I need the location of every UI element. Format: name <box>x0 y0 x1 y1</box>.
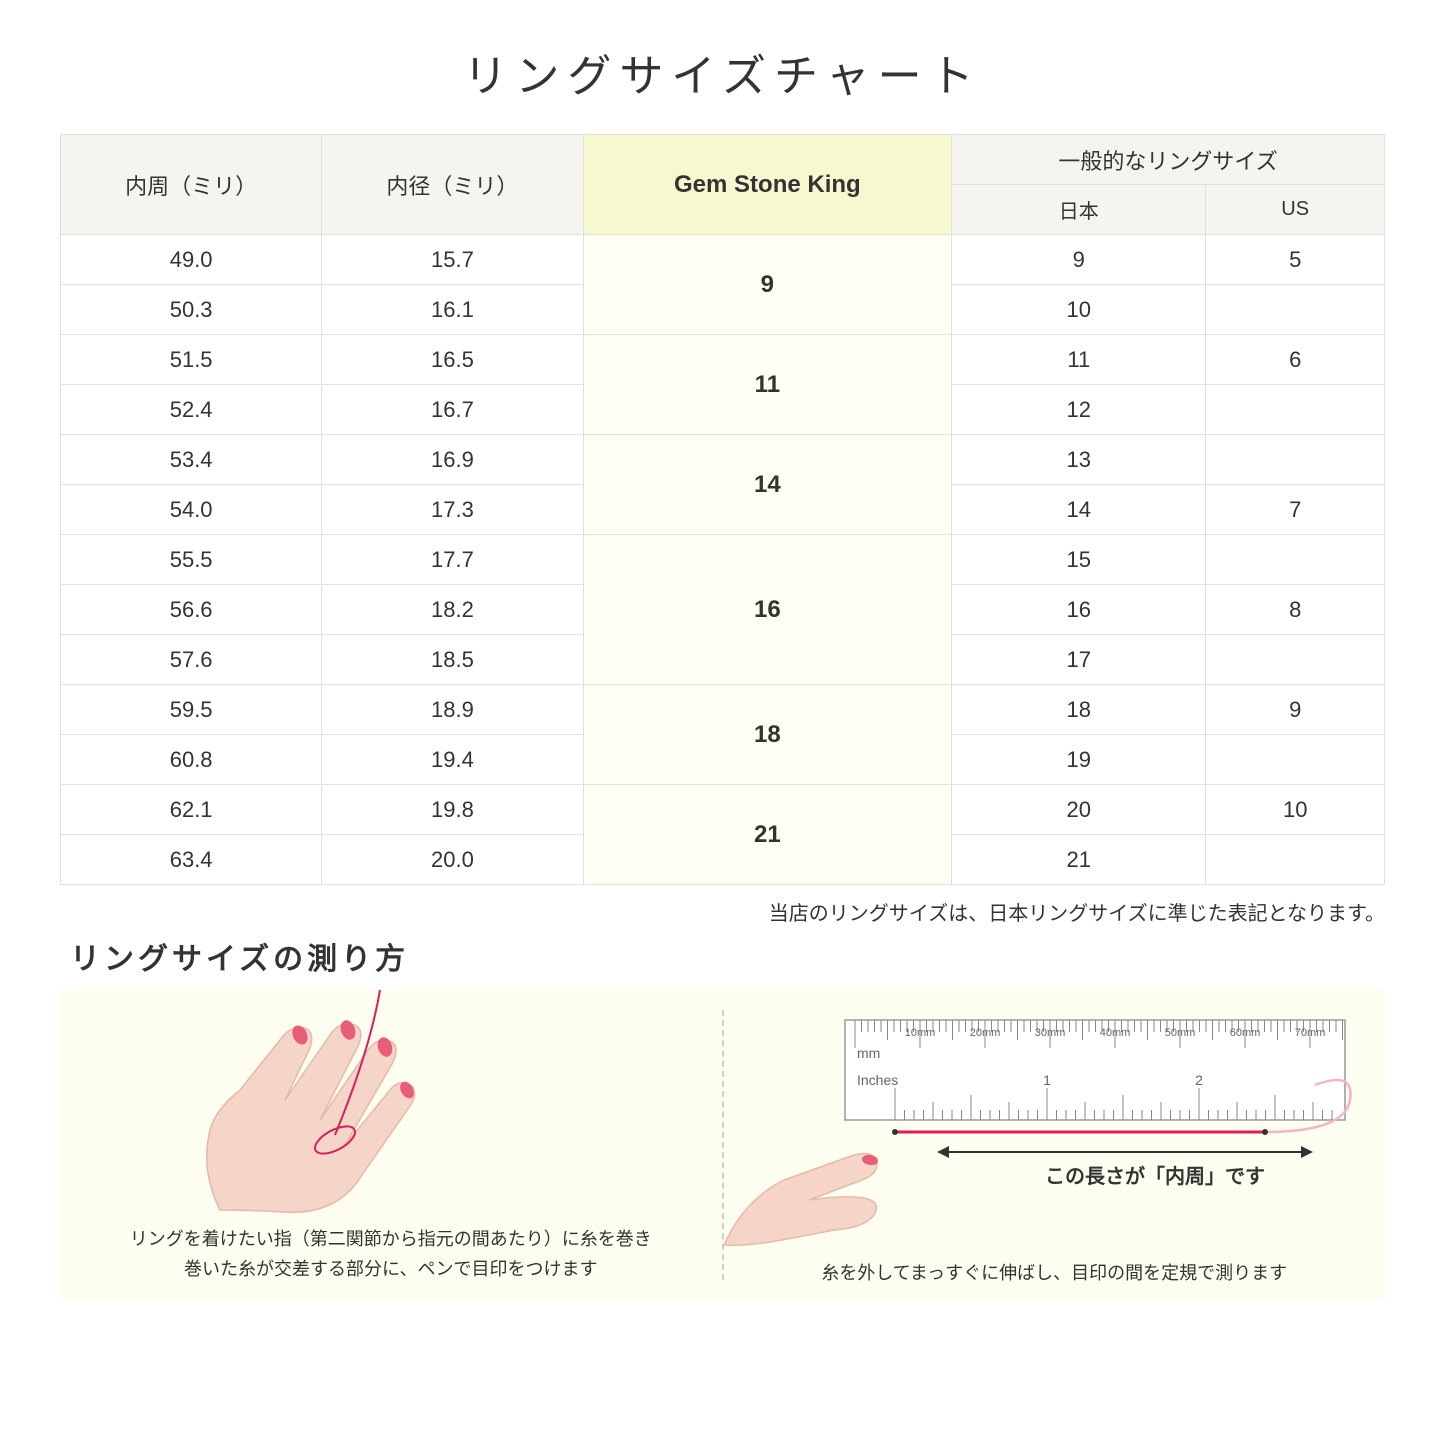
cell-gsk: 18 <box>583 685 952 785</box>
cell-circumference: 49.0 <box>61 235 322 285</box>
ruler-illustration: 10mm 20mm 30mm 40mm 50mm 60mm 70mm mm Inches 1… <box>835 1010 1355 1145</box>
cell-japan: 15 <box>952 535 1206 585</box>
mm-label: mm <box>857 1045 880 1061</box>
cell-japan: 19 <box>952 735 1206 785</box>
cell-japan: 10 <box>952 285 1206 335</box>
cell-diameter: 16.7 <box>322 385 583 435</box>
table-row: 59.518.918189 <box>61 685 1385 735</box>
note-text: 当店のリングサイズは、日本リングサイズに準じた表記となります。 <box>60 897 1385 926</box>
cell-japan: 14 <box>952 485 1206 535</box>
cell-us <box>1206 285 1385 335</box>
cell-gsk: 14 <box>583 435 952 535</box>
right-caption: 糸を外してまっすぐに伸ばし、目印の間を定規で測ります <box>724 1259 1386 1285</box>
cell-circumference: 51.5 <box>61 335 322 385</box>
cell-japan: 13 <box>952 435 1206 485</box>
cell-japan: 12 <box>952 385 1206 435</box>
header-general: 一般的なリングサイズ <box>952 135 1385 185</box>
cell-japan: 17 <box>952 635 1206 685</box>
cell-diameter: 19.8 <box>322 785 583 835</box>
cell-japan: 21 <box>952 835 1206 885</box>
cell-us: 8 <box>1206 585 1385 635</box>
cell-us <box>1206 835 1385 885</box>
cell-japan: 11 <box>952 335 1206 385</box>
header-gsk: Gem Stone King <box>583 135 952 235</box>
cell-diameter: 16.5 <box>322 335 583 385</box>
header-japan: 日本 <box>952 185 1206 235</box>
cell-circumference: 56.6 <box>61 585 322 635</box>
svg-text:60mm: 60mm <box>1230 1027 1261 1039</box>
page-title: リングサイズチャート <box>60 40 1385 104</box>
cell-japan: 18 <box>952 685 1206 735</box>
cell-circumference: 62.1 <box>61 785 322 835</box>
cell-us: 6 <box>1206 335 1385 385</box>
cell-circumference: 52.4 <box>61 385 322 435</box>
svg-text:70mm: 70mm <box>1295 1027 1326 1039</box>
cell-us: 7 <box>1206 485 1385 535</box>
cell-us: 10 <box>1206 785 1385 835</box>
cell-diameter: 19.4 <box>322 735 583 785</box>
cell-diameter: 18.9 <box>322 685 583 735</box>
ring-size-table: 内周（ミリ） 内径（ミリ） Gem Stone King 一般的なリングサイズ … <box>60 134 1385 885</box>
table-row: 55.517.71615 <box>61 535 1385 585</box>
cell-gsk: 21 <box>583 785 952 885</box>
cell-us: 9 <box>1206 685 1385 735</box>
cell-japan: 16 <box>952 585 1206 635</box>
cell-gsk: 16 <box>583 535 952 685</box>
header-us: US <box>1206 185 1385 235</box>
table-row: 49.015.7995 <box>61 235 1385 285</box>
cell-japan: 9 <box>952 235 1206 285</box>
cell-diameter: 16.9 <box>322 435 583 485</box>
cell-circumference: 55.5 <box>61 535 322 585</box>
svg-text:1: 1 <box>1043 1072 1051 1088</box>
svg-text:10mm: 10mm <box>905 1027 936 1039</box>
cell-us <box>1206 635 1385 685</box>
header-circumference: 内周（ミリ） <box>61 135 322 235</box>
cell-us <box>1206 435 1385 485</box>
svg-text:2: 2 <box>1195 1072 1203 1088</box>
hand-illustration <box>100 990 500 1220</box>
cell-circumference: 50.3 <box>61 285 322 335</box>
left-caption: リングを着けたい指（第二関節から指元の間あたり）に糸を巻き巻いた糸が交差する部分… <box>60 1224 722 1285</box>
measurement-arrow <box>935 1142 1315 1162</box>
cell-diameter: 18.5 <box>322 635 583 685</box>
cell-gsk: 9 <box>583 235 952 335</box>
cell-gsk: 11 <box>583 335 952 435</box>
cell-diameter: 17.3 <box>322 485 583 535</box>
cell-japan: 20 <box>952 785 1206 835</box>
cell-us <box>1206 535 1385 585</box>
cell-circumference: 57.6 <box>61 635 322 685</box>
measurement-label: この長さが「内周」です <box>1045 1160 1265 1189</box>
svg-text:40mm: 40mm <box>1100 1027 1131 1039</box>
instruction-section: リングを着けたい指（第二関節から指元の間あたり）に糸を巻き巻いた糸が交差する部分… <box>60 990 1385 1300</box>
svg-text:20mm: 20mm <box>970 1027 1001 1039</box>
right-panel: 10mm 20mm 30mm 40mm 50mm 60mm 70mm mm Inches 1… <box>724 990 1386 1300</box>
svg-text:30mm: 30mm <box>1035 1027 1066 1039</box>
cell-us <box>1206 385 1385 435</box>
svg-text:50mm: 50mm <box>1165 1027 1196 1039</box>
left-panel: リングを着けたい指（第二関節から指元の間あたり）に糸を巻き巻いた糸が交差する部分… <box>60 990 722 1300</box>
cell-diameter: 18.2 <box>322 585 583 635</box>
cell-diameter: 16.1 <box>322 285 583 335</box>
cell-diameter: 15.7 <box>322 235 583 285</box>
table-row: 53.416.91413 <box>61 435 1385 485</box>
cell-circumference: 63.4 <box>61 835 322 885</box>
cell-circumference: 59.5 <box>61 685 322 735</box>
cell-circumference: 54.0 <box>61 485 322 535</box>
header-diameter: 内径（ミリ） <box>322 135 583 235</box>
table-row: 51.516.511116 <box>61 335 1385 385</box>
table-row: 62.119.8212010 <box>61 785 1385 835</box>
cell-circumference: 60.8 <box>61 735 322 785</box>
cell-us: 5 <box>1206 235 1385 285</box>
cell-circumference: 53.4 <box>61 435 322 485</box>
measure-title: リングサイズの測り方 <box>70 934 1385 978</box>
cell-us <box>1206 735 1385 785</box>
cell-diameter: 17.7 <box>322 535 583 585</box>
cell-diameter: 20.0 <box>322 835 583 885</box>
inches-label: Inches <box>857 1072 898 1088</box>
